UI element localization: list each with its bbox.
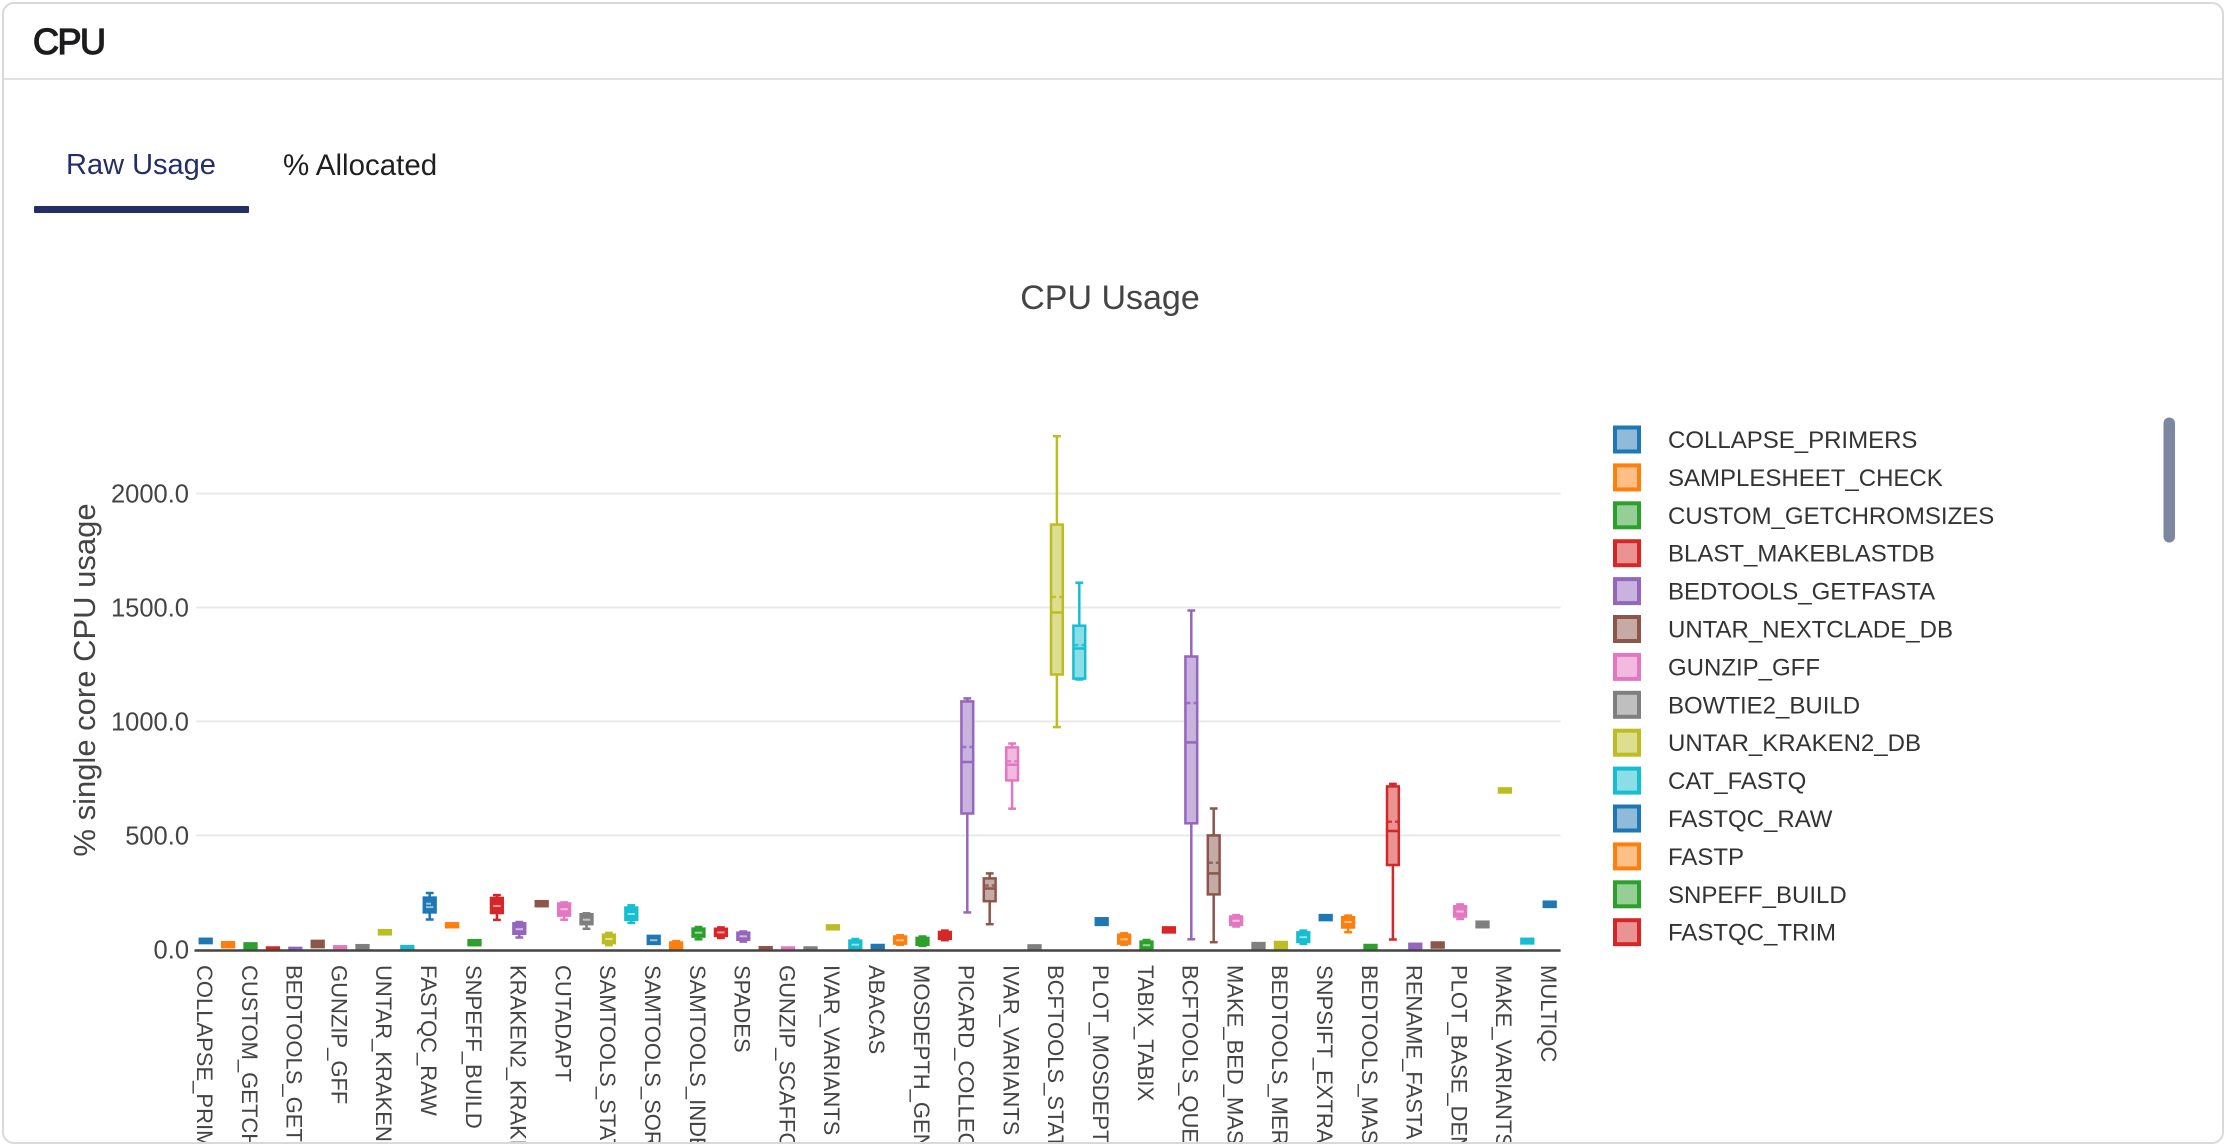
svg-text:PICARD_COLLECT: PICARD_COLLECT: [954, 965, 979, 1144]
svg-text:MULTIQC: MULTIQC: [1536, 965, 1561, 1062]
svg-text:FASTQC_TRIM: FASTQC_TRIM: [1668, 920, 1836, 947]
svg-text:CUTADAPT: CUTADAPT: [550, 965, 575, 1082]
svg-text:COLLAPSE_PRIMERS: COLLAPSE_PRIMERS: [192, 965, 217, 1144]
svg-text:% single core CPU usage: % single core CPU usage: [67, 503, 102, 856]
svg-text:1000.0: 1000.0: [111, 708, 189, 736]
svg-text:ABACAS: ABACAS: [864, 965, 889, 1054]
svg-text:CUSTOM_GETCHROMSIZES: CUSTOM_GETCHROMSIZES: [237, 965, 262, 1144]
svg-text:SPADES: SPADES: [730, 965, 755, 1053]
svg-text:TABIX_TABIX: TABIX_TABIX: [1133, 965, 1158, 1101]
svg-text:RENAME_FASTA: RENAME_FASTA: [1402, 965, 1427, 1140]
svg-text:FASTQC_RAW: FASTQC_RAW: [416, 965, 441, 1116]
svg-text:BCFTOOLS_QUERY: BCFTOOLS_QUERY: [1178, 965, 1203, 1144]
svg-text:SAMPLESHEET_CHECK: SAMPLESHEET_CHECK: [1668, 465, 1943, 492]
svg-text:BCFTOOLS_STATS: BCFTOOLS_STATS: [1043, 965, 1068, 1144]
svg-text:PLOT_BASE_DENSITY: PLOT_BASE_DENSITY: [1446, 965, 1471, 1144]
svg-text:CUSTOM_GETCHROMSIZES: CUSTOM_GETCHROMSIZES: [1668, 503, 1994, 530]
svg-text:COLLAPSE_PRIMERS: COLLAPSE_PRIMERS: [1668, 427, 1917, 454]
svg-text:BEDTOOLS_GETFASTA: BEDTOOLS_GETFASTA: [1668, 579, 1935, 606]
svg-text:BEDTOOLS_GETFASTA: BEDTOOLS_GETFASTA: [282, 965, 307, 1144]
svg-text:1500.0: 1500.0: [111, 595, 189, 623]
svg-text:CPU Usage: CPU Usage: [1020, 279, 1200, 317]
svg-text:UNTAR_KRAKEN2_DB: UNTAR_KRAKEN2_DB: [371, 965, 396, 1144]
svg-text:BEDTOOLS_MASK: BEDTOOLS_MASK: [1357, 965, 1382, 1144]
svg-text:SNPEFF_BUILD: SNPEFF_BUILD: [461, 965, 486, 1129]
svg-text:PLOT_MOSDEPTH: PLOT_MOSDEPTH: [1088, 965, 1113, 1144]
svg-text:GUNZIP_SCAFFOLD: GUNZIP_SCAFFOLD: [774, 965, 799, 1144]
svg-text:SNPEFF_BUILD: SNPEFF_BUILD: [1668, 882, 1847, 909]
svg-text:BOWTIE2_BUILD: BOWTIE2_BUILD: [1668, 692, 1860, 719]
svg-text:KRAKEN2_KRAKEN2: KRAKEN2_KRAKEN2: [506, 965, 531, 1144]
svg-text:MOSDEPTH_GENOME: MOSDEPTH_GENOME: [909, 965, 934, 1144]
svg-text:IVAR_VARIANTS: IVAR_VARIANTS: [998, 965, 1023, 1135]
svg-text:UNTAR_KRAKEN2_DB: UNTAR_KRAKEN2_DB: [1668, 730, 1921, 757]
svg-text:IVAR_VARIANTS: IVAR_VARIANTS: [819, 965, 844, 1135]
svg-text:SAMTOOLS_INDEX: SAMTOOLS_INDEX: [685, 965, 710, 1144]
svg-text:2000.0: 2000.0: [111, 481, 189, 509]
svg-text:MAKE_BED_MASK: MAKE_BED_MASK: [1222, 965, 1247, 1144]
svg-text:GUNZIP_GFF: GUNZIP_GFF: [1668, 654, 1820, 681]
svg-text:BEDTOOLS_MERGE: BEDTOOLS_MERGE: [1267, 965, 1292, 1144]
svg-text:SAMTOOLS_STATS: SAMTOOLS_STATS: [595, 965, 620, 1144]
svg-text:500.0: 500.0: [125, 822, 189, 850]
svg-text:SNPSIFT_EXTRACT: SNPSIFT_EXTRACT: [1312, 965, 1337, 1144]
svg-text:0.0: 0.0: [154, 936, 189, 964]
svg-text:GUNZIP_GFF: GUNZIP_GFF: [326, 965, 351, 1104]
svg-text:CAT_FASTQ: CAT_FASTQ: [1668, 768, 1806, 795]
svg-text:UNTAR_NEXTCLADE_DB: UNTAR_NEXTCLADE_DB: [1668, 617, 1953, 644]
svg-text:SAMTOOLS_SORT: SAMTOOLS_SORT: [640, 965, 665, 1144]
svg-text:BLAST_MAKEBLASTDB: BLAST_MAKEBLASTDB: [1668, 541, 1935, 568]
svg-text:FASTQC_RAW: FASTQC_RAW: [1668, 806, 1833, 833]
svg-text:MAKE_VARIANTS: MAKE_VARIANTS: [1491, 965, 1516, 1144]
svg-text:FASTP: FASTP: [1668, 844, 1744, 871]
